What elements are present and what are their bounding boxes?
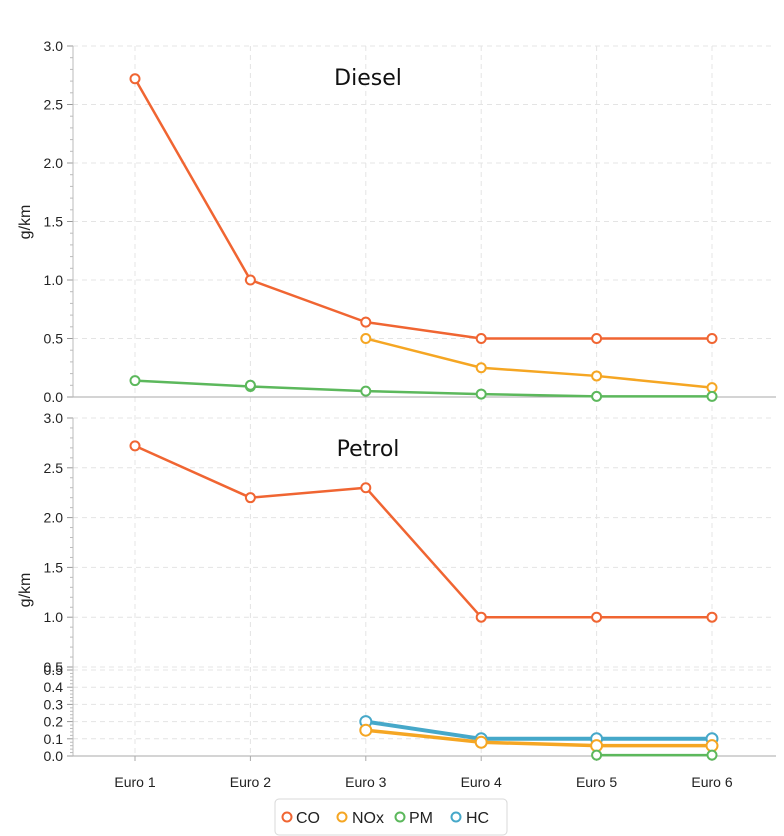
legend-marker-pm (394, 811, 406, 823)
diesel-nox-point (706, 382, 718, 394)
x-tick-label: Euro 5 (576, 774, 617, 790)
legend-label-hc: HC (466, 810, 489, 827)
y-tick-label: 1.5 (44, 559, 64, 575)
petrol-co-point (591, 611, 603, 623)
y-tick-label: 0.4 (44, 679, 64, 695)
diesel-pm-point (129, 375, 141, 387)
legend-item-nox[interactable]: NOx (336, 810, 385, 827)
y-tick-label: 3.0 (44, 410, 64, 426)
petrol-y-axis-title: g/km (17, 573, 34, 608)
diesel-co-point (475, 333, 487, 344)
y-tick-label: 0.5 (44, 331, 64, 347)
petrol-hc-line (363, 719, 714, 741)
diesel-nox-line (364, 337, 714, 389)
x-tick-label: Euro 6 (691, 774, 732, 790)
legend: CO NOx PM HC (274, 798, 508, 836)
legend-item-co[interactable]: CO (281, 810, 321, 827)
diesel-pm-point (475, 388, 487, 400)
y-tick-label: 0.5 (44, 662, 64, 678)
diesel-co-point (591, 333, 603, 344)
x-tick-label: Euro 3 (345, 774, 386, 790)
y-tick-label: 2.0 (44, 155, 64, 171)
diesel-nox-point (360, 333, 372, 344)
y-tick-label: 1.5 (44, 214, 64, 230)
diesel-pm-point (706, 390, 718, 402)
diesel-co-line (133, 77, 714, 340)
petrol-nox-point (359, 723, 373, 737)
petrol-nox-point (590, 739, 604, 753)
legend-marker-co (281, 811, 293, 823)
petrol-co-point (706, 611, 718, 623)
series-layer (129, 73, 719, 761)
x-tick-label: Euro 1 (114, 774, 155, 790)
diesel-nox-point (591, 370, 603, 382)
diesel-pm-point (244, 379, 256, 391)
y-tick-label: 0.0 (44, 748, 64, 764)
x-tick-label: Euro 2 (230, 774, 271, 790)
petrol-co-line (133, 444, 714, 619)
y-tick-label: 2.5 (44, 460, 64, 476)
legend-label-co: CO (296, 810, 320, 827)
petrol-panel-title: Petrol (337, 437, 400, 462)
legend-label-nox: NOx (352, 810, 384, 827)
legend-label-pm: PM (409, 810, 433, 827)
y-tick-label: 0.0 (44, 389, 64, 405)
petrol-pm-point (706, 749, 718, 761)
diesel-co-point (129, 73, 141, 85)
petrol-pm-point (591, 749, 603, 761)
legend-item-hc[interactable]: HC (450, 810, 490, 827)
axes-layer: 0.0 0.5 1.0 1.5 2.0 2.5 3.0 0.5 1.0 1.5 2.0 2.5 3.0 0… (44, 38, 776, 790)
y-tick-label: 0.2 (44, 714, 64, 730)
y-tick-label: 2.5 (44, 97, 64, 113)
diesel-co-point (244, 274, 256, 286)
petrol-nox-point (474, 735, 488, 749)
diesel-y-axis-title: g/km (17, 205, 34, 240)
diesel-panel-title: Diesel (334, 66, 402, 91)
legend-item-pm[interactable]: PM (394, 810, 434, 827)
diesel-pm-point (360, 385, 372, 397)
y-tick-label: 0.1 (44, 731, 64, 747)
y-tick-label: 0.3 (44, 696, 64, 712)
diesel-nox-point (475, 362, 487, 374)
petrol-co-point (360, 482, 372, 494)
petrol-nox-line (364, 728, 714, 748)
diesel-pm-line (133, 379, 714, 398)
legend-marker-hc (450, 811, 462, 823)
diesel-co-point (360, 316, 372, 328)
legend-marker-nox (336, 811, 348, 823)
x-tick-label: Euro 4 (461, 774, 502, 790)
y-tick-label: 0.5 (44, 659, 64, 675)
y-tick-label: 2.0 (44, 510, 64, 526)
y-tick-label: 3.0 (44, 38, 64, 54)
legend-box (274, 798, 508, 836)
petrol-co-point (475, 611, 487, 623)
petrol-co-point (129, 440, 141, 452)
petrol-nox-point (705, 739, 719, 753)
petrol-co-point (244, 492, 256, 504)
y-tick-label: 1.0 (44, 609, 64, 625)
diesel-pm-point (591, 390, 603, 402)
diesel-co-point (706, 333, 718, 344)
y-tick-label: 1.0 (44, 272, 64, 288)
